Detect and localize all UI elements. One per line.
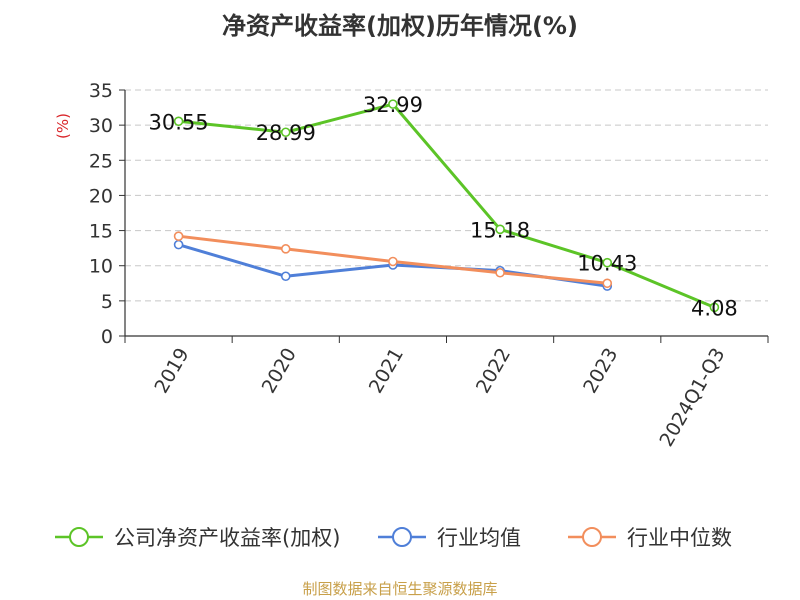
legend-item: 行业均值 [378,526,521,550]
series-line-0 [178,102,715,309]
data-point [173,116,184,127]
source-note: 制图数据来自恒生聚源数据库 [302,580,497,598]
data-point [388,99,398,109]
data-label: 4.08 [691,296,738,320]
data-label: 10.43 [577,252,637,276]
data-point [280,127,291,138]
data-point [709,302,720,313]
legend-item: 行业中位数 [568,526,732,550]
legend: 公司净资产收益率(加权) 行业均值 行业中位数 [55,526,732,550]
legend-label: 公司净资产收益率(加权) [114,526,340,550]
data-point [173,231,184,241]
y-tick-label: 15 [89,221,113,243]
y-tick-label: 30 [89,115,113,137]
y-axis-label: (%) [54,113,72,139]
x-tick-label: 2023 [579,344,622,397]
data-point [173,239,184,250]
y-tick-label: 35 [89,80,113,102]
chart-title: 净资产收益率(加权)历年情况(%) [222,12,578,40]
series-lines [173,99,720,313]
x-tick-label: 2022 [472,344,515,397]
y-tick-label: 5 [101,291,113,313]
data-point [280,244,291,254]
x-tick-label: 2020 [258,344,301,397]
legend-marker [582,527,602,547]
data-point [602,278,613,289]
data-label: 15.18 [470,218,530,242]
x-tick-label: 2019 [150,344,193,397]
y-tick-label: 20 [89,185,113,207]
data-label: 30.55 [149,110,209,134]
data-labels: 30.55 28.99 32.99 15.18 10.43 4.08 [149,93,738,320]
legend-marker [392,527,412,547]
legend-marker [69,527,89,547]
legend-label: 行业均值 [437,526,521,550]
x-tick-label: 2021 [365,344,408,397]
y-tick-label: 25 [89,150,113,172]
data-label: 32.99 [363,93,423,117]
data-point [388,256,398,267]
data-point [495,267,505,278]
data-point [280,271,291,282]
data-point [602,257,613,268]
y-tick-label: 0 [101,326,113,348]
x-tick-label: 2024Q1-Q3 [655,344,729,450]
legend-label: 行业中位数 [627,526,732,550]
y-tick-label: 10 [89,256,113,278]
data-point [495,224,505,235]
data-label: 28.99 [256,121,316,145]
legend-item: 公司净资产收益率(加权) [55,526,340,550]
